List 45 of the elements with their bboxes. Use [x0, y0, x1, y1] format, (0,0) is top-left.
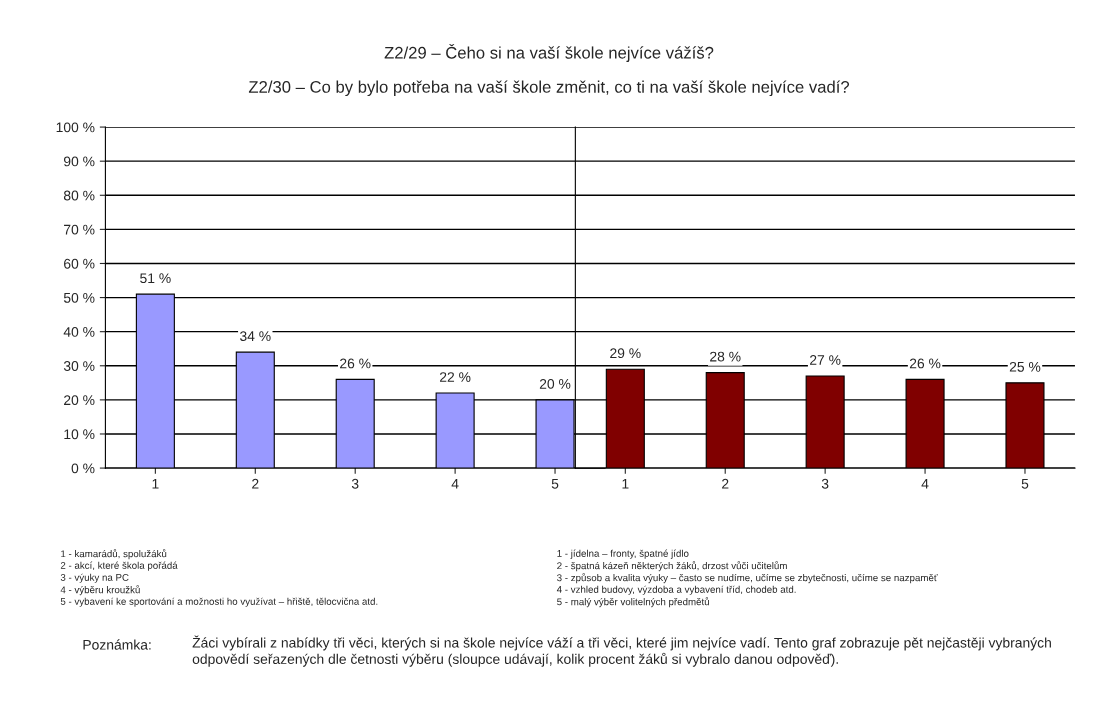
y-tick-label: 60 % — [64, 258, 95, 269]
y-tick-label: 70 % — [64, 224, 95, 235]
y-tick-label: 20 % — [64, 395, 95, 406]
y-tick-label: 90 % — [63, 156, 95, 167]
data-label: 25 % — [1009, 361, 1041, 372]
x-tick-label: 4 — [921, 479, 929, 489]
text: 1 - kamarádů, spolužáků — [61, 549, 167, 560]
text: Poznámka: — [83, 639, 151, 650]
text: Žáci vybírali z nabídky tři věci, kterých si na škole nejvíce váží a tři věci, které jim nejvíce vadí. Tento graf zobrazuje pět nejčastěji vybraných odpovědí seřazených dle četnosti výběru (sloupce udávají, kolik procent žáků si vybralo danou odpověď). — [192, 635, 1051, 667]
chart-title: Z2/29 – Čeho si na vaší škole nejvíce vážíš? — [384, 43, 714, 62]
data-label: 26 % — [340, 358, 371, 369]
data-label: 22 % — [439, 372, 471, 382]
text: 1 - jídelna – fronty, špatné jídlo — [557, 549, 689, 559]
data-label: 20 % — [539, 378, 571, 389]
x-tick-label: 1 — [622, 479, 629, 489]
data-label: 29 % — [610, 348, 641, 359]
x-tick-label: 3 — [351, 478, 359, 489]
data-label: 26 % — [909, 358, 941, 369]
y-tick-label: 10 % — [64, 429, 95, 440]
y-tick-label: 50 % — [63, 292, 95, 303]
x-tick-label: 2 — [722, 478, 729, 489]
x-tick-label: 3 — [821, 478, 829, 489]
text: 5 - malý výběr volitelných předmětů — [557, 597, 709, 608]
y-tick-label: 0 % — [71, 463, 95, 474]
text: 4 - výběru kroužků — [60, 585, 140, 596]
x-tick-label: 4 — [451, 479, 459, 489]
text: 4 - vzhled budovy, výzdoba a vybavení tříd, chodeb atd. — [556, 585, 796, 595]
x-tick-label: 5 — [551, 479, 559, 489]
y-tick-label: 40 % — [63, 327, 95, 337]
y-tick-label: 100 % — [56, 122, 95, 133]
data-label: 51 % — [140, 273, 171, 284]
y-tick-label: 30 % — [63, 361, 95, 371]
text: 3 - způsob a kvalita výuky – často se nudíme, učíme se zbytečnosti, učíme se nazpaměť — [557, 573, 938, 584]
chart-subtitle: Z2/30 – Co by bylo potřeba na vaší škole změnit, co ti na vaší škole nejvíce vadí? — [248, 80, 850, 97]
text: 5 - vybavení ke sportování a možnosti ho využívat – hřiště, tělocvična atd. — [60, 597, 378, 607]
text: 2 - akcí, které škola pořádá — [60, 561, 178, 571]
y-tick-label: 80 % — [63, 190, 95, 201]
x-tick-label: 2 — [252, 478, 259, 489]
data-label: 34 % — [239, 331, 271, 342]
text: 2 - špatná kázeň některých žáků, drzost vůči učitelům — [557, 561, 787, 572]
text: 3 - výuky na PC — [60, 573, 129, 583]
x-tick-label: 1 — [152, 479, 159, 489]
data-label: 28 % — [710, 351, 741, 362]
x-tick-label: 5 — [1021, 479, 1029, 489]
data-label: 27 % — [810, 355, 841, 365]
